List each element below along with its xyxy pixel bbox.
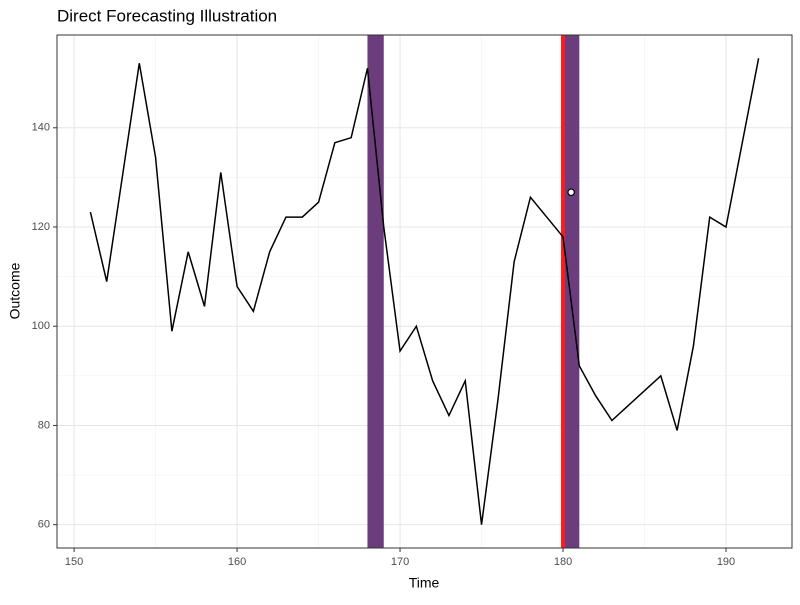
shaded-region: [367, 35, 384, 548]
panel-border: [56, 34, 793, 549]
series-line: [89, 58, 760, 525]
y-tick-label: 120: [32, 221, 50, 233]
chart-title: Direct Forecasting Illustration: [57, 6, 277, 25]
x-tick-label: 170: [391, 556, 409, 568]
x-axis-label: Time: [409, 575, 440, 591]
x-tick-label: 160: [228, 556, 246, 568]
y-tick-label: 60: [38, 519, 50, 531]
y-tick-label: 80: [38, 419, 50, 431]
x-tick-label: 150: [65, 556, 83, 568]
y-axis-label: Outcome: [7, 262, 23, 319]
forecast-point: [567, 188, 575, 197]
x-tick-label: 180: [554, 556, 572, 568]
x-tick-label: 190: [717, 556, 735, 568]
y-tick-label: 140: [32, 122, 50, 134]
shaded-region: [563, 35, 580, 548]
y-tick-label: 100: [32, 320, 50, 332]
